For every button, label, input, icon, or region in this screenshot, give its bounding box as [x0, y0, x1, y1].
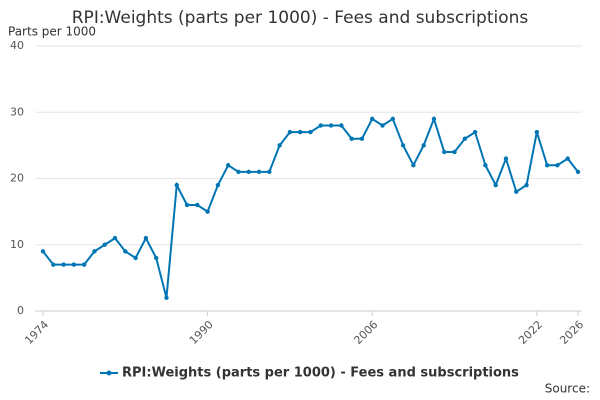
source: Source:: [545, 382, 590, 396]
data-point: [565, 156, 570, 161]
data-point: [61, 262, 66, 267]
data-point: [51, 262, 56, 267]
data-point: [267, 169, 272, 175]
data-point: [133, 255, 138, 261]
y-tick-label: 20: [10, 172, 24, 185]
data-point: [71, 262, 77, 267]
data-point: [534, 129, 540, 135]
data-point: [472, 129, 478, 135]
data-point: [308, 129, 313, 135]
data-point: [112, 235, 118, 241]
data-point: [153, 255, 159, 261]
data-point: [81, 262, 87, 267]
y-tick-label: 30: [10, 105, 24, 118]
data-point: [164, 295, 169, 300]
y-axis-label: Parts per 1000: [8, 25, 96, 39]
data-point: [184, 202, 190, 208]
data-point: [503, 156, 509, 161]
data-point: [575, 169, 581, 175]
data-point: [524, 182, 529, 188]
data-point: [431, 116, 437, 122]
data-point: [462, 136, 468, 141]
x-tick-label: 2006: [351, 318, 380, 347]
data-point: [514, 189, 519, 194]
data-point: [236, 169, 241, 175]
data-point: [400, 143, 406, 148]
x-tick-label: 2026: [557, 318, 586, 347]
data-point: [544, 163, 550, 168]
y-tick-label: 0: [17, 304, 24, 317]
data-point: [390, 116, 396, 122]
x-tick-label: 2022: [516, 318, 545, 347]
data-point: [555, 163, 560, 168]
series-line: [42, 115, 579, 299]
data-point: [421, 143, 426, 148]
data-point: [205, 209, 210, 214]
data-point: [349, 136, 354, 141]
data-point: [92, 249, 97, 254]
data-point: [328, 123, 334, 128]
data-point: [287, 129, 293, 135]
data-point: [370, 116, 375, 122]
x-tick-label: 1990: [187, 318, 216, 347]
data-point: [339, 123, 344, 128]
x-tick-label: 1974: [22, 318, 51, 347]
data-point: [225, 163, 231, 168]
data-point: [195, 202, 200, 208]
chart-title: RPI:Weights (parts per 1000) - Fees and …: [72, 8, 529, 28]
data-point: [277, 143, 282, 148]
y-tick-label: 10: [10, 238, 24, 251]
data-point: [174, 182, 179, 188]
legend-marker: [106, 370, 112, 376]
data-point: [123, 249, 128, 254]
legend-label: RPI:Weights (parts per 1000) - Fees and …: [122, 366, 519, 381]
data-point: [246, 169, 251, 175]
y-tick-label: 40: [10, 39, 24, 52]
data-point: [143, 235, 149, 241]
data-point: [102, 242, 107, 247]
data-point: [493, 182, 498, 188]
data-point: [483, 163, 488, 168]
data-point: [359, 136, 365, 141]
data-point: [442, 149, 447, 155]
data-point: [40, 249, 46, 254]
data-point: [452, 149, 457, 155]
data-point: [318, 123, 323, 128]
data-point: [380, 123, 385, 128]
data-point: [298, 129, 303, 135]
data-point: [215, 182, 221, 188]
data-point: [256, 169, 262, 175]
data-point: [411, 163, 416, 168]
